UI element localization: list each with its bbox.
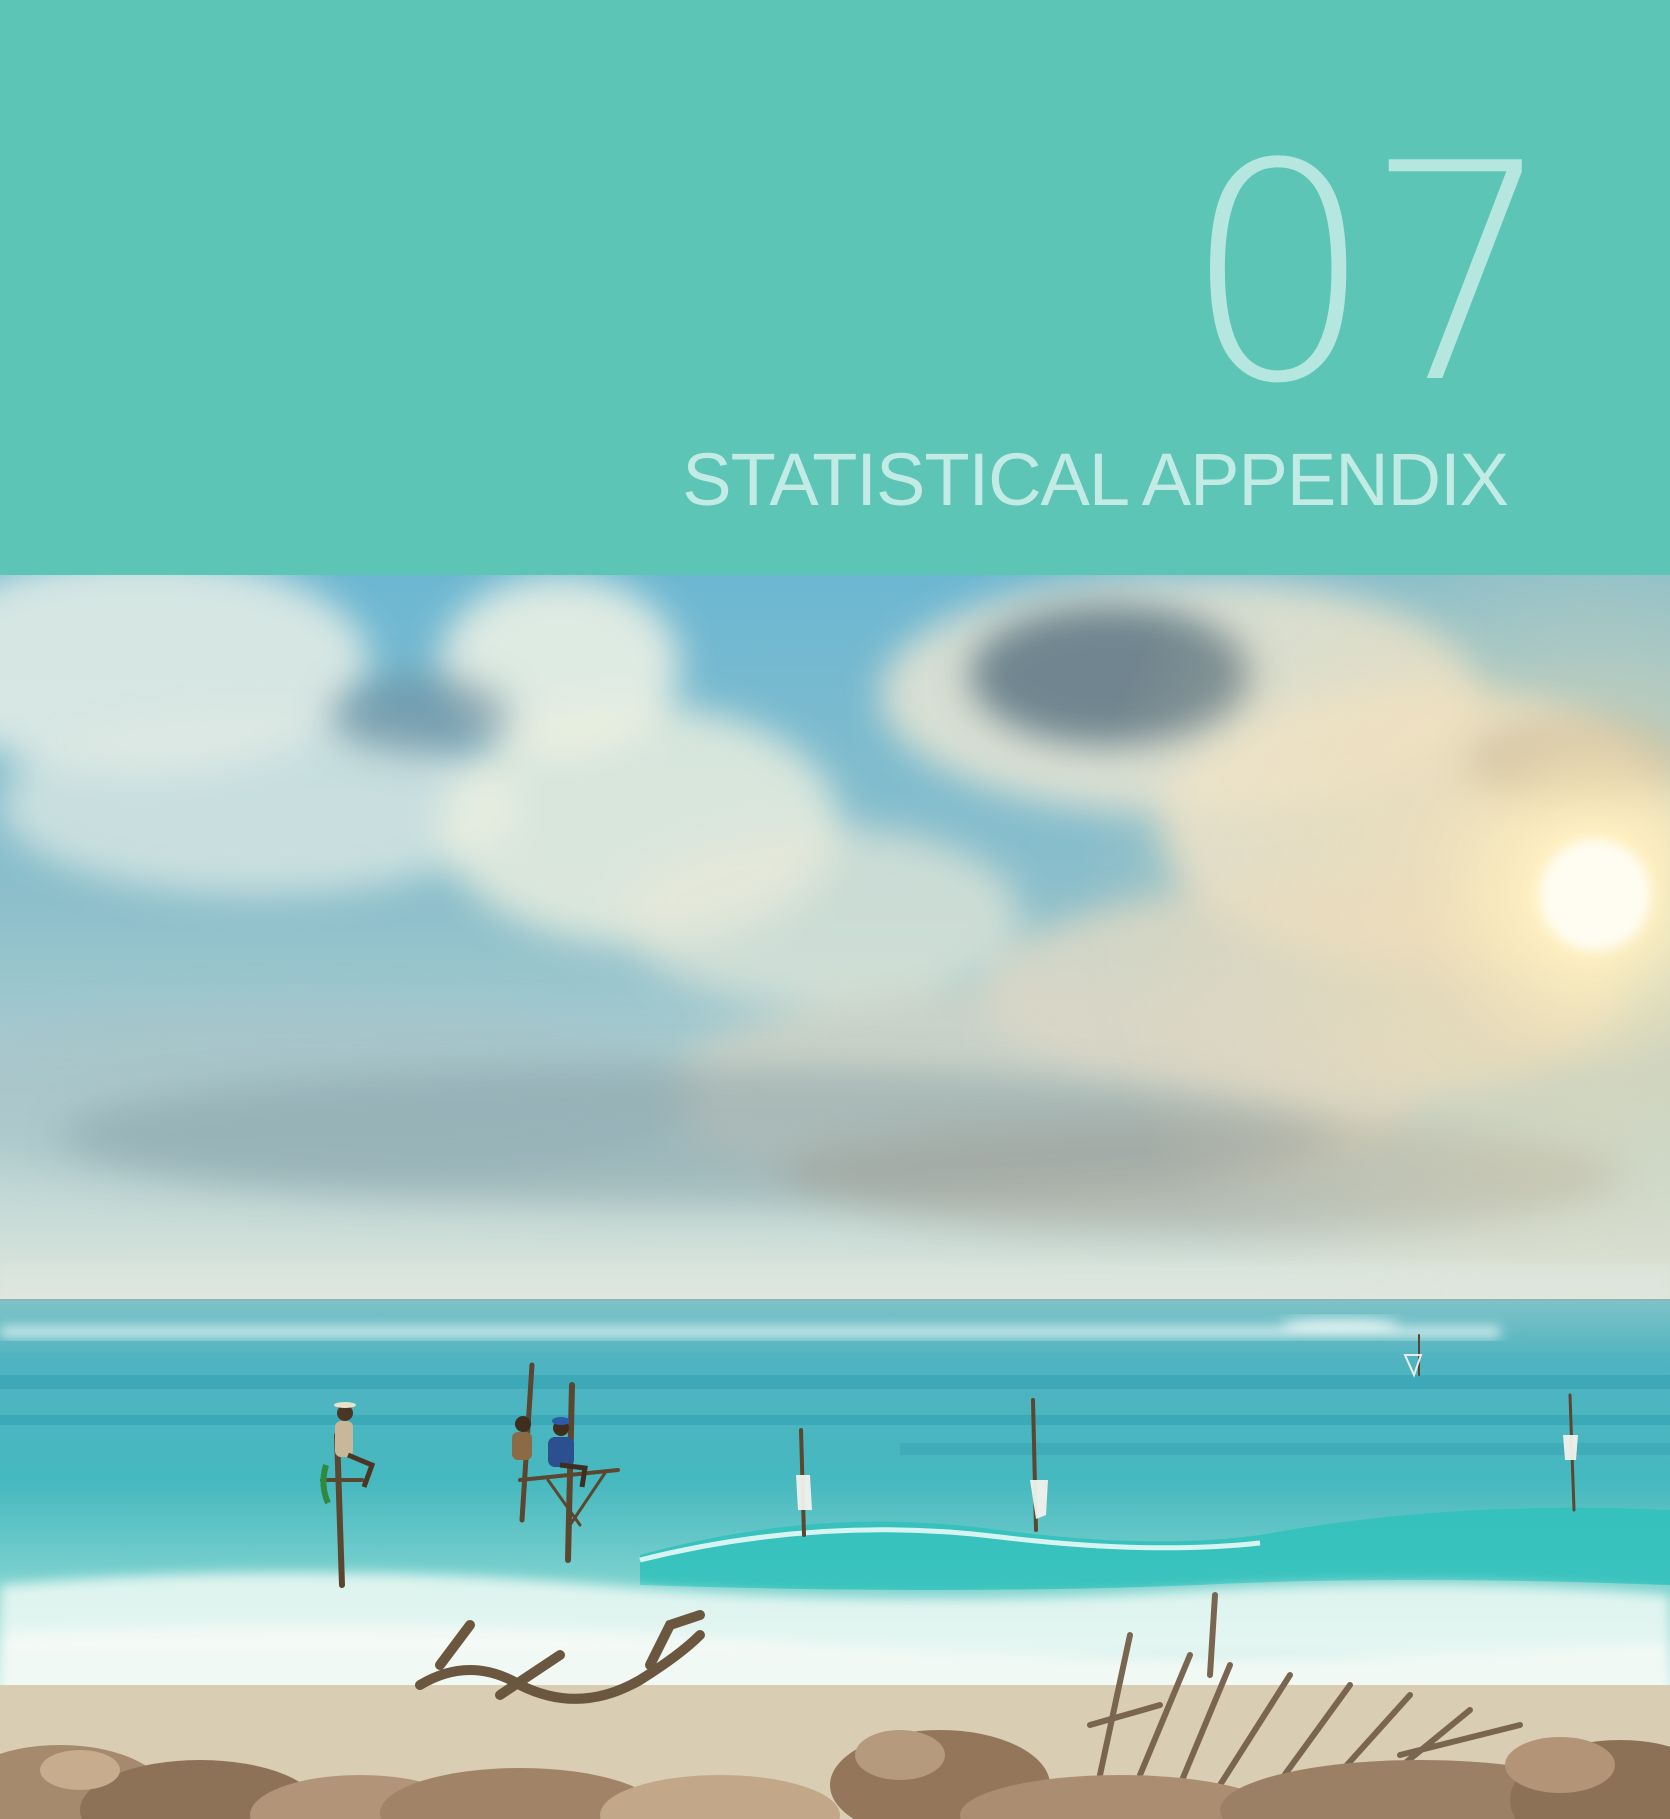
cover-photo-illustration xyxy=(0,575,1670,1819)
chapter-number: 07 xyxy=(1183,100,1555,449)
chapter-title: STATISTICAL APPENDIX xyxy=(682,438,1509,521)
chapter-header-band: 07 STATISTICAL APPENDIX xyxy=(0,0,1670,575)
cover-photo xyxy=(0,575,1670,1819)
